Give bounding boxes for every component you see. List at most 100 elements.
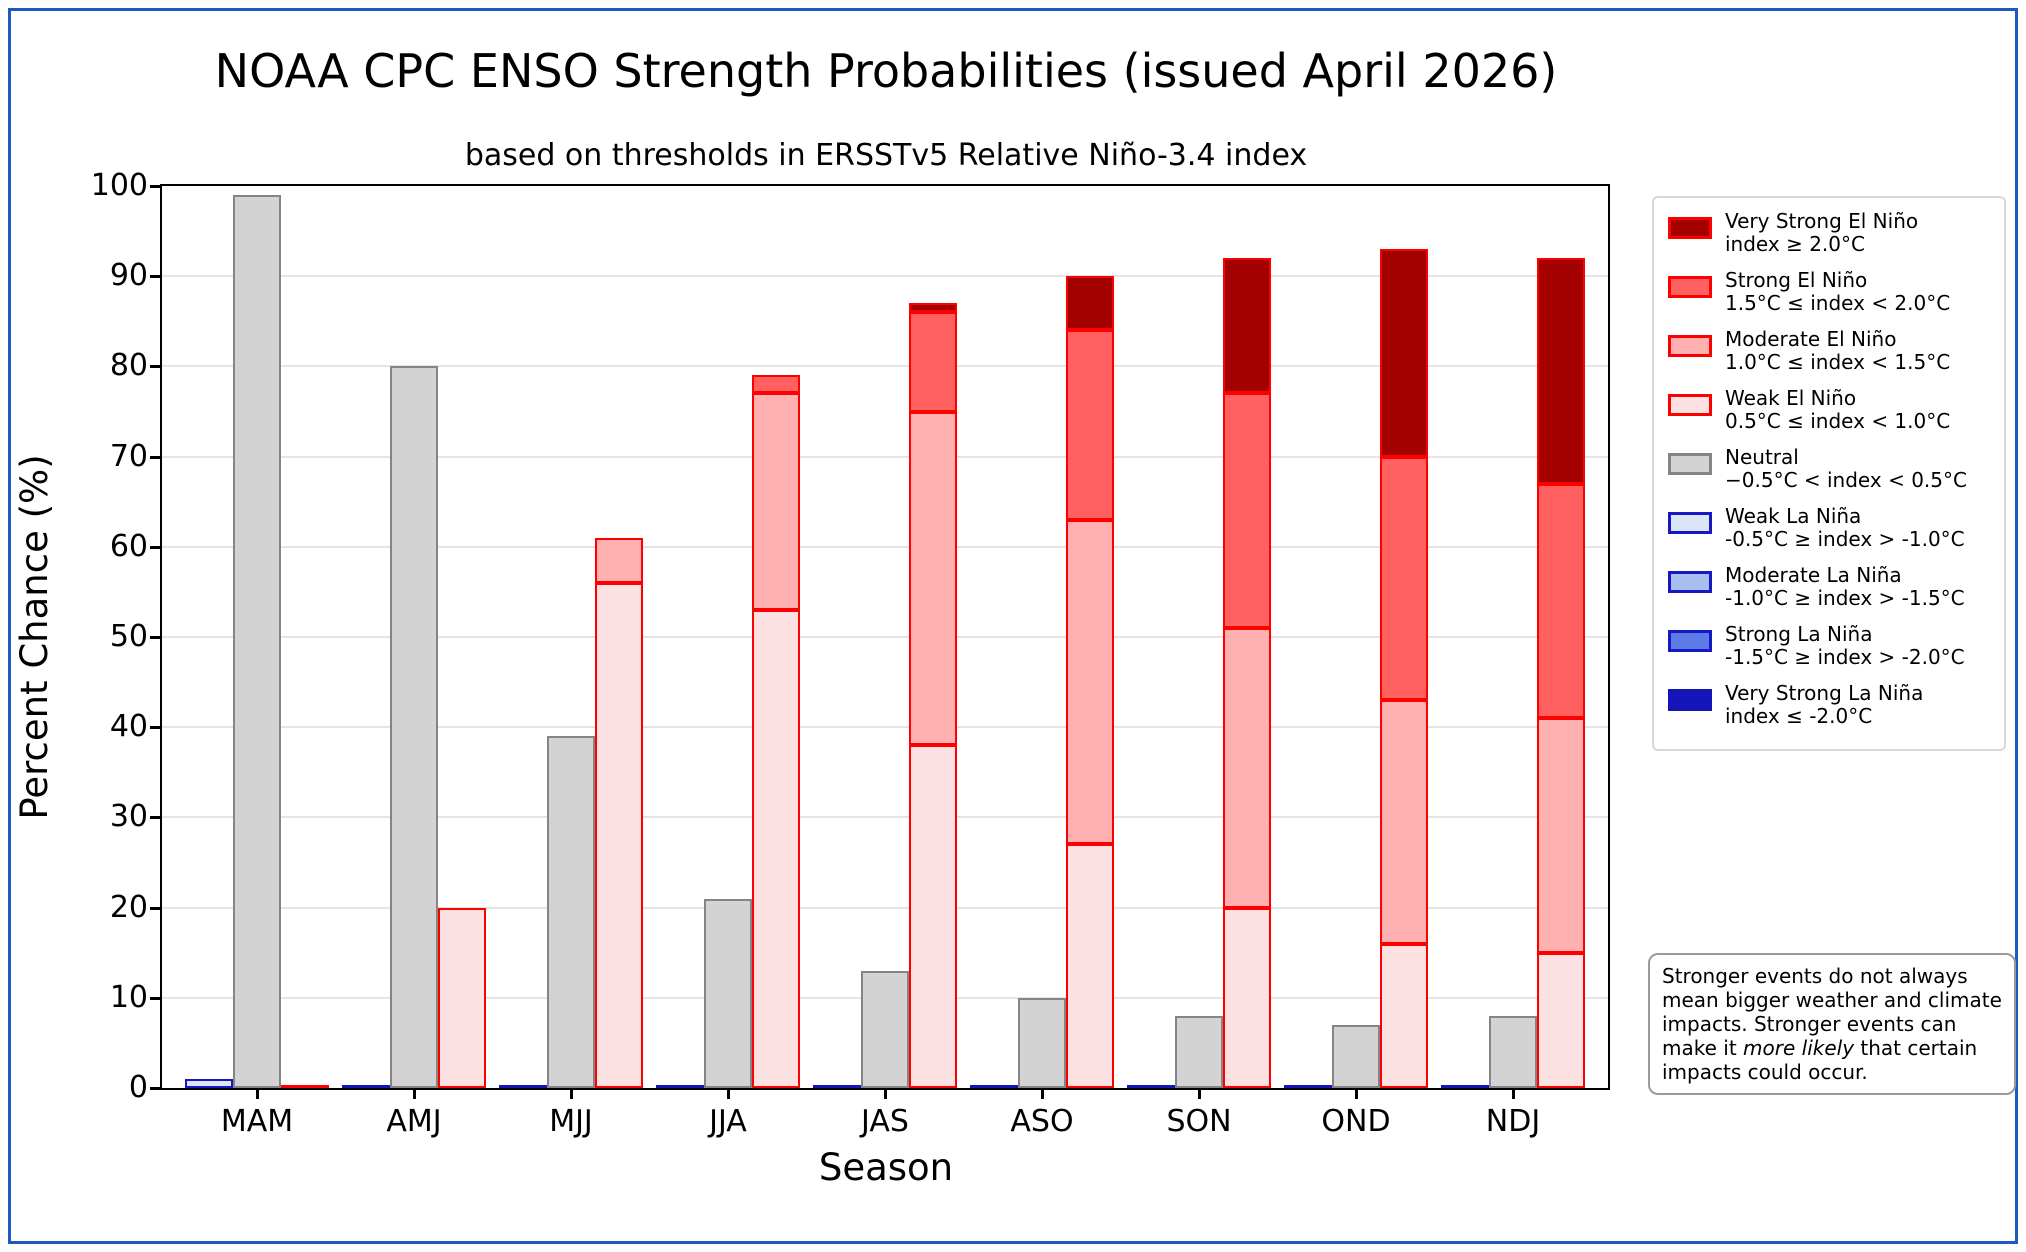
legend-range-2: 1.0°C ≤ index < 1.5°C	[1725, 350, 1951, 374]
zero-bar-la_nina-NDJ	[1441, 1085, 1489, 1088]
bar-segment-OND-strong-el-niño	[1380, 456, 1428, 701]
legend-item-4: Neutral −0.5°C < index < 0.5°C	[1666, 446, 1992, 492]
x-tick-label-NDJ: NDJ	[1485, 1104, 1541, 1139]
y-tick-label-50: 50	[109, 619, 148, 654]
y-tick-mark-70	[150, 455, 160, 459]
y-tick-label-30: 30	[109, 799, 148, 835]
bar-segment-SON-very-strong-el-niño	[1223, 258, 1271, 394]
bar-segment-SON-strong-el-niño	[1223, 393, 1271, 628]
bar-segment-JJA-strong-el-niño	[752, 375, 800, 394]
bar-segment-NDJ-very-strong-el-niño	[1537, 258, 1585, 484]
bar-segment-JAS-very-strong-el-niño	[909, 303, 957, 313]
y-tick-mark-80	[150, 365, 160, 369]
y-tick-mark-90	[150, 275, 160, 279]
y-tick-label-90: 90	[109, 258, 148, 294]
legend-text-4: Neutral −0.5°C < index < 0.5°C	[1725, 446, 1967, 492]
bar-segment-NDJ-neutral	[1489, 1015, 1537, 1088]
zero-bar-la_nina-SON	[1127, 1085, 1175, 1088]
legend-item-1: Strong El Niño 1.5°C ≤ index < 2.0°C	[1666, 269, 1992, 315]
bar-segment-JAS-strong-el-niño	[909, 312, 957, 412]
x-tick-label-JJA: JJA	[709, 1104, 747, 1139]
y-tick-label-40: 40	[109, 709, 148, 745]
legend-text-2: Moderate El Niño 1.0°C ≤ index < 1.5°C	[1725, 328, 1950, 374]
bar-segment-JAS-weak-el-niño	[909, 745, 957, 1088]
bar-segment-MJJ-weak-el-niño	[595, 582, 643, 1088]
bar-segment-SON-neutral	[1175, 1015, 1223, 1088]
bar-segment-JJA-moderate-el-niño	[752, 393, 800, 610]
y-tick-label-100: 100	[90, 168, 148, 203]
legend-label-6: Moderate La Niña	[1725, 563, 1902, 587]
bar-segment-OND-neutral	[1332, 1024, 1380, 1088]
legend-range-8: index ≤ -2.0°C	[1725, 704, 1873, 728]
zero-bar-la_nina-OND	[1284, 1085, 1332, 1088]
zero-bar-el_nino-MAM	[281, 1085, 329, 1088]
y-tick-label-10: 10	[109, 979, 148, 1015]
y-tick-mark-100	[150, 185, 160, 188]
x-tick-mark-NDJ	[1512, 1090, 1515, 1099]
bar-segment-NDJ-strong-el-niño	[1537, 483, 1585, 719]
legend-swatch-4	[1668, 453, 1712, 475]
legend-swatch-7	[1668, 630, 1712, 652]
x-tick-mark-JAS	[884, 1090, 887, 1099]
legend-item-6: Moderate La Niña -1.0°C ≥ index > -1.5°C	[1666, 564, 1992, 610]
legend-text-7: Strong La Niña -1.5°C ≥ index > -2.0°C	[1725, 623, 1965, 669]
legend-swatch-1	[1668, 276, 1712, 298]
bar-segment-JJA-weak-el-niño	[752, 609, 800, 1088]
y-tick-mark-30	[150, 816, 160, 820]
legend-range-0: index ≥ 2.0°C	[1725, 232, 1865, 256]
legend-text-6: Moderate La Niña -1.0°C ≥ index > -1.5°C	[1725, 564, 1965, 610]
note-text-italic: more likely	[1743, 1036, 1855, 1060]
legend-swatch-8	[1668, 689, 1712, 711]
gridline-90	[162, 275, 1608, 278]
x-tick-label-AMJ: AMJ	[386, 1104, 442, 1139]
y-tick-mark-40	[150, 726, 160, 730]
legend-range-4: −0.5°C < index < 0.5°C	[1725, 468, 1967, 492]
y-tick-label-70: 70	[109, 438, 148, 474]
zero-bar-la_nina-AMJ	[342, 1085, 390, 1088]
y-tick-mark-10	[150, 996, 160, 1000]
x-tick-mark-MAM	[256, 1090, 259, 1099]
x-tick-mark-ASO	[1041, 1090, 1044, 1099]
legend-item-0: Very Strong El Niño index ≥ 2.0°C	[1666, 210, 1992, 256]
gridline-20	[162, 906, 1608, 909]
x-tick-label-SON: SON	[1166, 1104, 1232, 1139]
gridline-40	[162, 726, 1608, 729]
bar-segment-MAM-weak-la-niña	[185, 1078, 233, 1088]
legend-text-3: Weak El Niño 0.5°C ≤ index < 1.0°C	[1725, 387, 1950, 433]
gridline-60	[162, 545, 1608, 548]
legend-swatch-6	[1668, 571, 1712, 593]
y-tick-mark-20	[150, 906, 160, 910]
zero-bar-la_nina-ASO	[970, 1085, 1018, 1088]
y-tick-mark-0	[150, 1087, 160, 1090]
legend-text-0: Very Strong El Niño index ≥ 2.0°C	[1725, 210, 1918, 256]
legend-label-2: Moderate El Niño	[1725, 327, 1897, 351]
note-text: Stronger events do not always mean bigge…	[1662, 964, 2002, 1060]
bar-segment-ASO-very-strong-el-niño	[1066, 276, 1114, 331]
legend-item-3: Weak El Niño 0.5°C ≤ index < 1.0°C	[1666, 387, 1992, 433]
y-tick-label-60: 60	[109, 528, 148, 564]
bar-segment-OND-weak-el-niño	[1380, 943, 1428, 1088]
zero-bar-la_nina-MJJ	[499, 1085, 547, 1088]
legend-text-5: Weak La Niña -0.5°C ≥ index > -1.0°C	[1725, 505, 1965, 551]
bar-segment-ASO-moderate-el-niño	[1066, 519, 1114, 845]
y-tick-mark-50	[150, 636, 160, 639]
bar-segment-ASO-neutral	[1018, 997, 1066, 1088]
note-box: Stronger events do not always mean bigge…	[1648, 953, 2016, 1095]
legend-text-8: Very Strong La Niña index ≤ -2.0°C	[1725, 682, 1923, 728]
bar-segment-NDJ-moderate-el-niño	[1537, 718, 1585, 953]
bar-segment-OND-very-strong-el-niño	[1380, 249, 1428, 457]
note-text-end: that certain impacts could occur.	[1662, 1036, 1978, 1084]
legend-label-7: Strong La Niña	[1725, 622, 1873, 646]
bar-segment-ASO-strong-el-niño	[1066, 330, 1114, 520]
bar-segment-SON-weak-el-niño	[1223, 907, 1271, 1088]
x-tick-label-ASO: ASO	[1010, 1104, 1074, 1139]
bar-segment-JAS-neutral	[861, 970, 909, 1088]
legend-range-3: 0.5°C ≤ index < 1.0°C	[1725, 409, 1951, 433]
gridline-80	[162, 365, 1608, 368]
bar-segment-JJA-neutral	[704, 898, 752, 1088]
bar-segment-MJJ-neutral	[547, 736, 595, 1088]
bar-segment-MJJ-moderate-el-niño	[595, 537, 643, 583]
legend-item-2: Moderate El Niño 1.0°C ≤ index < 1.5°C	[1666, 328, 1992, 374]
x-tick-mark-MJJ	[570, 1090, 573, 1099]
legend-label-1: Strong El Niño	[1725, 268, 1868, 292]
